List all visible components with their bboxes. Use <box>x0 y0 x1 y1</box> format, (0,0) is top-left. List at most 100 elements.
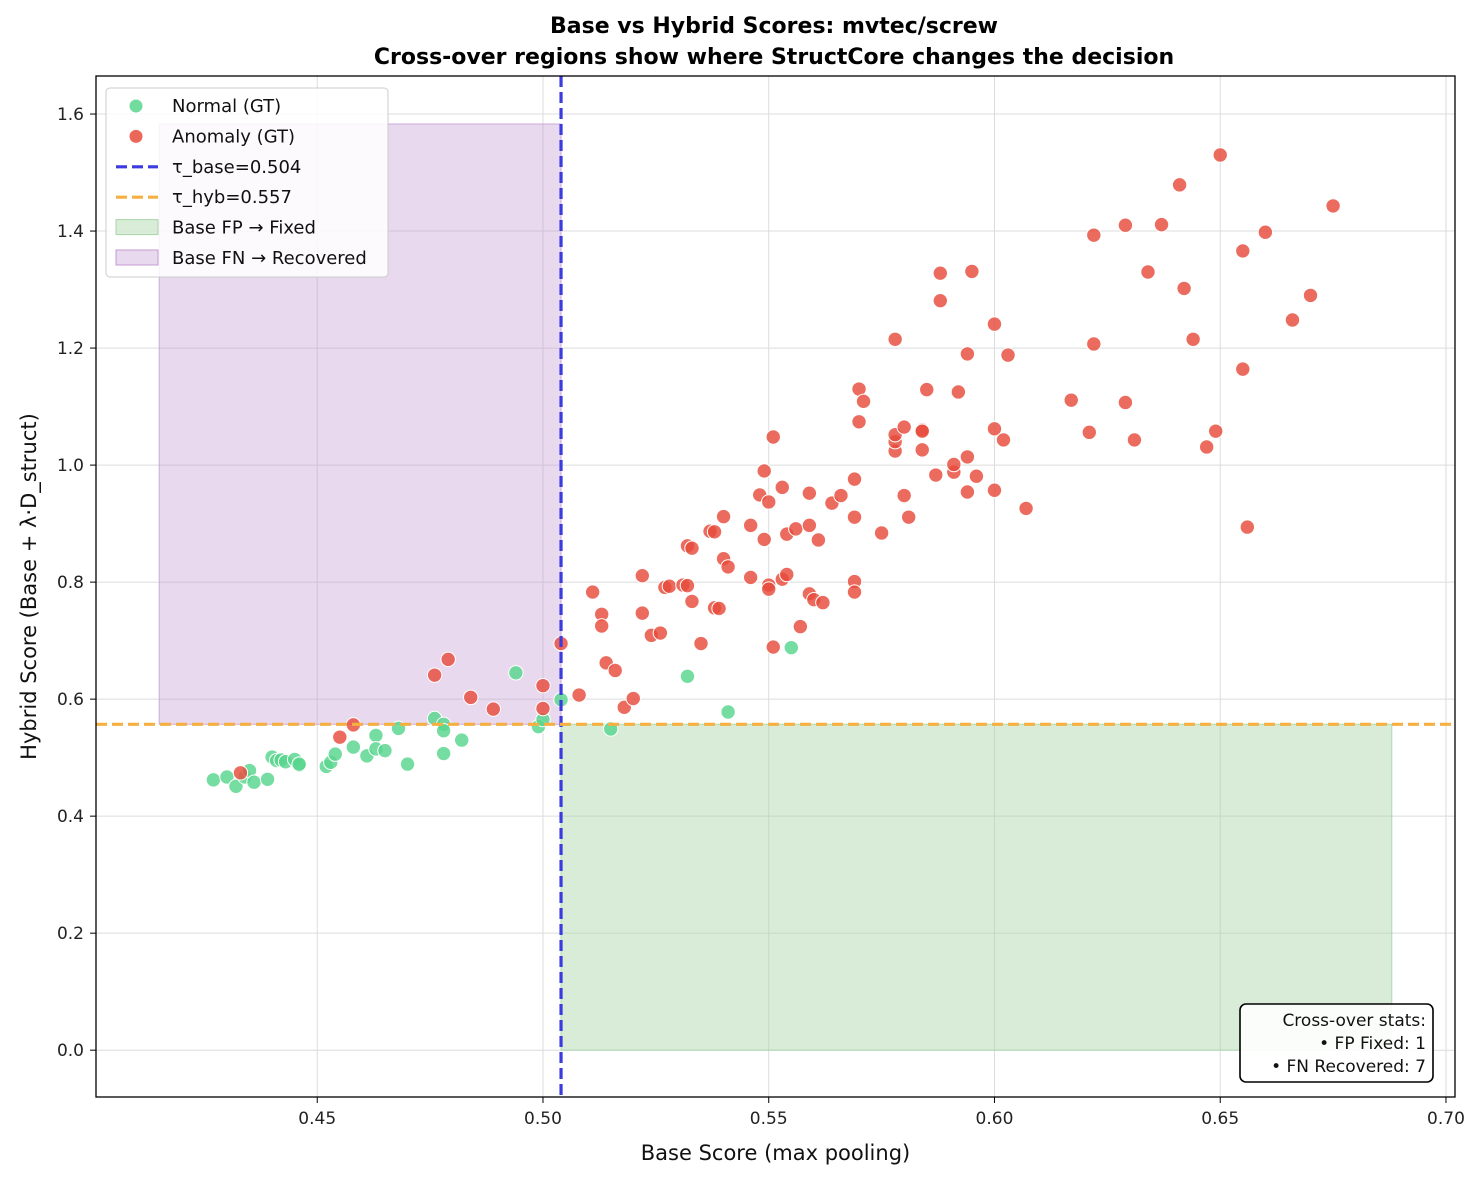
anomaly-point <box>634 605 651 621</box>
legend-label: τ_hyb=0.557 <box>172 187 292 208</box>
legend-label: Anomaly (GT) <box>172 126 295 147</box>
legend-label: Base FN → Recovered <box>172 248 367 269</box>
anomaly-point <box>679 577 696 594</box>
plot-area-frame <box>95 75 1456 1098</box>
legend-label: Base FP → Fixed <box>172 218 316 239</box>
stats-line: Cross-over stats: <box>1282 1011 1426 1031</box>
anomaly-point <box>801 517 818 534</box>
anomaly-point <box>950 384 967 400</box>
anomaly-point <box>914 442 930 458</box>
normal-point <box>454 732 470 748</box>
stats-line: • FN Recovered: 7 <box>1271 1057 1426 1077</box>
anomaly-point <box>1208 423 1224 439</box>
anomaly-point <box>959 484 976 500</box>
anomaly-point <box>625 690 641 707</box>
anomaly-point <box>932 292 948 309</box>
anomaly-point <box>684 593 700 610</box>
anomaly-point <box>873 525 890 541</box>
anomaly-point <box>1086 336 1102 352</box>
anomaly-point <box>788 521 804 537</box>
anomaly-point <box>715 508 732 525</box>
normal-point <box>399 756 416 772</box>
normal-point <box>205 772 222 788</box>
anomaly-point <box>765 639 781 655</box>
y-tick-label: 1.0 <box>57 456 84 476</box>
normal-point <box>368 727 384 744</box>
anomaly-point <box>914 423 930 439</box>
x-tick-label: 0.60 <box>976 1109 1014 1129</box>
anomaly-point <box>928 467 944 483</box>
anomaly-point <box>1212 147 1228 163</box>
anomaly-point <box>765 429 781 445</box>
anomaly-point <box>1239 519 1256 535</box>
normal-point <box>783 639 800 656</box>
legend-fp-fixed-patch <box>115 219 159 236</box>
normal-point <box>435 723 452 739</box>
y-tick-label: 0.6 <box>57 690 84 710</box>
anomaly-point <box>995 432 1012 448</box>
anomaly-point <box>535 677 551 694</box>
anomaly-point <box>720 559 736 575</box>
anomaly-point <box>652 625 669 641</box>
legend-label: τ_base=0.504 <box>172 157 301 178</box>
normal-point <box>508 665 524 681</box>
axis-ticks: 0.45 0.50 0.55 0.60 0.65 0.70 0.0 0.2 0.4 0.6 0.8 1… <box>57 105 1465 1129</box>
anomaly-point <box>761 494 777 510</box>
anomaly-point <box>1198 439 1215 455</box>
anomaly-point <box>1284 312 1301 328</box>
anomaly-point <box>964 263 980 280</box>
stats-box-frame <box>1239 1003 1434 1083</box>
anomaly-point <box>1185 331 1201 347</box>
y-tick-label: 0.8 <box>57 573 84 593</box>
threshold-lines <box>96 76 1455 1097</box>
anomaly-point <box>1325 198 1341 214</box>
anomaly-point <box>792 618 809 635</box>
anomaly-point <box>1257 224 1274 240</box>
crossover-stats-box: Cross-over stats: • FP Fixed: 1 • FN Recov… <box>1239 1003 1434 1083</box>
anomaly-point <box>742 569 759 586</box>
anomaly-point <box>932 265 948 281</box>
legend-anomaly-marker <box>128 128 144 144</box>
anomaly-point <box>1126 432 1143 448</box>
anomaly-point <box>896 487 912 504</box>
anomaly-point <box>756 463 772 479</box>
anomaly-point <box>1176 280 1192 297</box>
anomaly-point <box>1171 177 1188 193</box>
anomaly-point <box>846 584 863 600</box>
anomaly-point <box>584 584 601 600</box>
normal-point <box>345 739 362 755</box>
x-tick-label: 0.70 <box>1427 1109 1465 1129</box>
anomaly-point <box>1086 227 1102 243</box>
anomaly-point <box>607 662 623 679</box>
anomaly-point <box>661 578 678 594</box>
x-tick-label: 0.45 <box>298 1109 336 1129</box>
anomaly-point <box>801 485 818 501</box>
y-tick-label: 0.0 <box>57 1041 84 1061</box>
anomaly-point <box>232 765 249 781</box>
anomaly-point <box>756 531 772 548</box>
normal-point <box>435 745 452 762</box>
anomaly-point <box>1153 216 1170 233</box>
y-tick-label: 1.2 <box>57 339 84 359</box>
anomaly-point <box>693 635 709 652</box>
anomaly-point <box>1235 361 1251 377</box>
anomaly-point <box>968 468 985 484</box>
chart-title-line1: Base vs Hybrid Scores: mvtec/screw <box>550 14 998 39</box>
anomaly-point <box>1117 394 1134 411</box>
x-tick-label: 0.65 <box>1201 1109 1239 1129</box>
legend: Normal (GT) Anomaly (GT) τ_base=0.504 τ_hyb… <box>105 87 389 278</box>
anomaly-point <box>855 393 872 410</box>
anomaly-point <box>833 487 849 504</box>
normal-point <box>720 704 736 720</box>
normal-point <box>259 771 276 787</box>
anomaly-point <box>634 567 651 584</box>
normal-point <box>291 756 307 772</box>
anomaly-point <box>815 594 831 611</box>
anomaly-point <box>946 456 962 473</box>
normal-point <box>377 742 393 759</box>
anomaly-point <box>711 600 727 617</box>
anomaly-point <box>571 687 587 703</box>
anomaly-point <box>959 449 976 465</box>
